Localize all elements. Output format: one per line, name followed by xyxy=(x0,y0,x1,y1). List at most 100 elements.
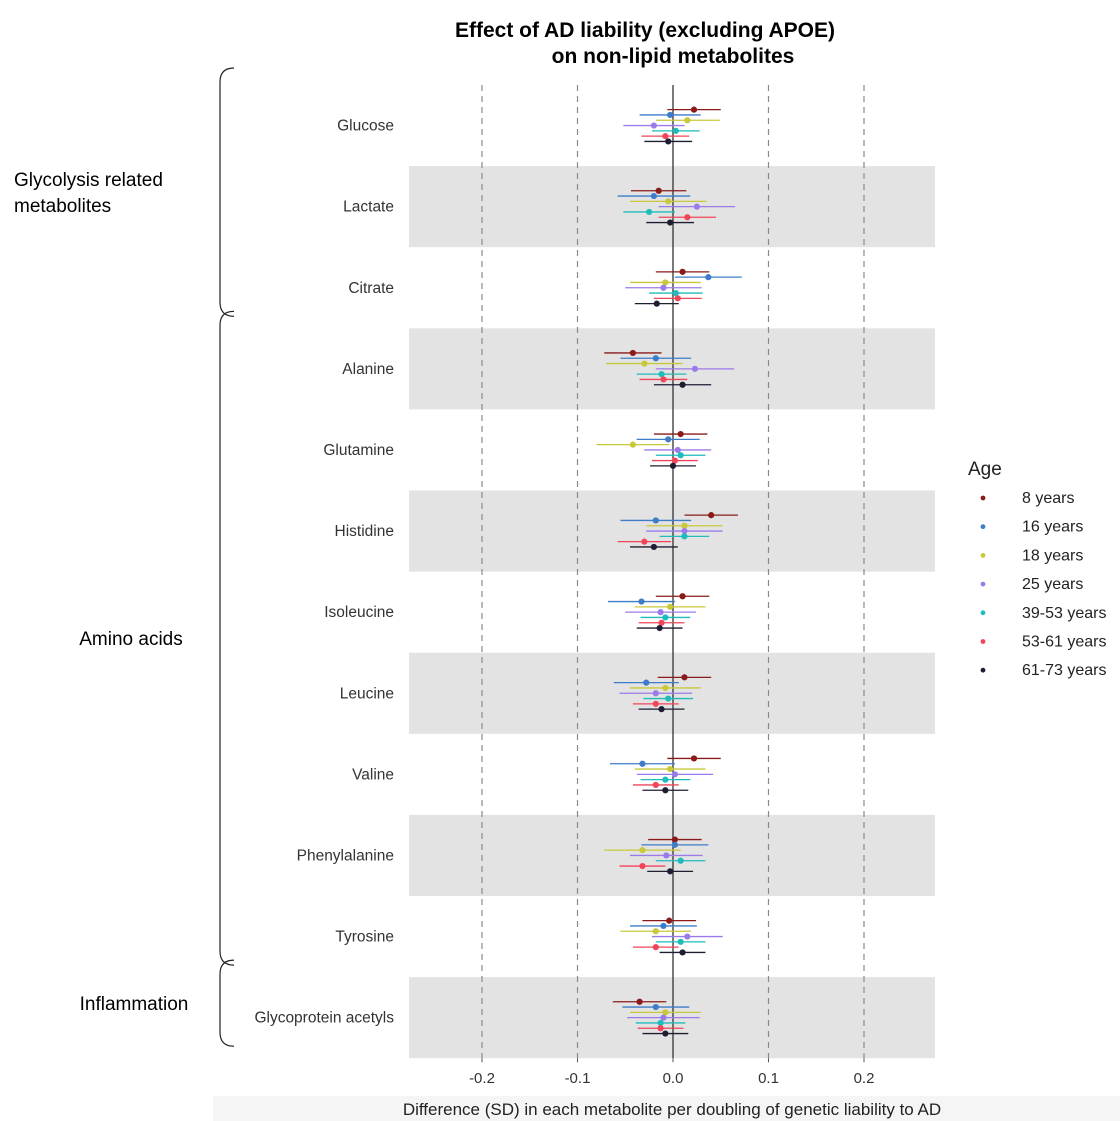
point-6-4 xyxy=(662,614,669,621)
chart-title-line-2: on non-lipid metabolites xyxy=(552,45,795,68)
point-7-4 xyxy=(665,695,672,702)
estimate-marks xyxy=(596,106,742,1037)
legend-label-2: 18 years xyxy=(1022,547,1083,564)
legend-label-0: 8 years xyxy=(1022,490,1074,507)
point-4-3 xyxy=(674,446,681,454)
point-1-3 xyxy=(693,203,700,210)
metabolite-labels: Glucose Lactate Citrate Alanine Glutamine His… xyxy=(254,118,394,1027)
point-7-0 xyxy=(681,674,688,681)
point-8-4 xyxy=(662,776,669,783)
legend-key-2 xyxy=(980,553,986,558)
group-label-0-1: metabolites xyxy=(14,196,111,217)
point-4-2 xyxy=(629,441,636,448)
x-tick-label-1: -0.1 xyxy=(565,1070,591,1087)
age-legend: Age 8 years 16 years 18 years 25 years 39-53 … xyxy=(968,459,1107,679)
legend-key-6 xyxy=(980,667,986,673)
point-5-2 xyxy=(681,522,688,529)
group-label-2-0: Inflammation xyxy=(80,994,189,1015)
point-1-5 xyxy=(684,214,691,221)
legend-label-5: 53-61 years xyxy=(1022,634,1107,651)
metabolite-label-5: Histidine xyxy=(335,523,394,540)
point-11-3 xyxy=(660,1014,667,1021)
point-1-0 xyxy=(655,187,662,194)
point-9-4 xyxy=(677,857,684,864)
metabolite-label-2: Citrate xyxy=(348,280,394,297)
point-5-6 xyxy=(650,543,658,551)
point-1-4 xyxy=(646,208,653,216)
point-7-2 xyxy=(662,684,669,692)
point-10-0 xyxy=(666,917,673,924)
legend-label-1: 16 years xyxy=(1022,519,1083,536)
point-3-4 xyxy=(658,371,665,378)
group-brackets: Glycolysis related metabolites Amino acids… xyxy=(14,67,235,1047)
point-1-2 xyxy=(665,198,672,205)
point-11-5 xyxy=(657,1025,664,1032)
point-5-3 xyxy=(681,527,688,535)
point-8-5 xyxy=(652,781,659,789)
point-5-4 xyxy=(681,533,688,540)
point-4-6 xyxy=(669,462,677,469)
legend-label-4: 39-53 years xyxy=(1022,605,1107,622)
point-4-5 xyxy=(671,457,679,464)
legend-label-6: 61-73 years xyxy=(1022,662,1107,679)
x-axis-ticks: -0.2 -0.1 0.0 0.1 0.2 xyxy=(469,1058,874,1087)
point-1-6 xyxy=(667,219,674,226)
point-11-4 xyxy=(657,1019,664,1027)
group-bracket-2 xyxy=(219,959,235,1047)
x-tick-label-4: 0.2 xyxy=(854,1070,875,1087)
point-11-1 xyxy=(652,1003,659,1011)
point-2-1 xyxy=(705,274,712,281)
point-0-3 xyxy=(650,122,658,129)
x-axis-label-strip xyxy=(213,1096,1120,1121)
point-10-6 xyxy=(679,949,686,956)
point-9-0 xyxy=(671,836,679,843)
point-3-1 xyxy=(652,355,659,362)
legend-key-4 xyxy=(980,610,986,616)
point-0-1 xyxy=(667,111,674,119)
point-0-6 xyxy=(665,138,672,145)
metabolite-label-10: Tyrosine xyxy=(335,929,394,946)
point-3-5 xyxy=(660,376,667,383)
legend-key-0 xyxy=(980,495,986,501)
point-1-1 xyxy=(650,192,658,200)
point-5-0 xyxy=(708,512,715,519)
x-axis-label: Difference (SD) in each metabolite per d… xyxy=(403,1100,941,1119)
point-6-5 xyxy=(658,619,665,626)
metabolite-label-9: Phenylalanine xyxy=(297,847,394,864)
vertical-grid-lines xyxy=(481,85,865,1059)
x-tick-label-3: 0.1 xyxy=(758,1070,779,1087)
group-label-1-0: Amino acids xyxy=(79,629,183,650)
legend-key-3 xyxy=(980,581,986,587)
group-bracket-1 xyxy=(219,310,235,966)
point-9-2 xyxy=(639,847,646,854)
point-0-4 xyxy=(672,127,679,134)
metabolite-label-1: Lactate xyxy=(343,199,394,216)
point-3-3 xyxy=(691,365,699,372)
point-4-0 xyxy=(677,430,684,438)
point-9-1 xyxy=(671,841,679,848)
metabolite-label-0: Glucose xyxy=(337,118,394,135)
point-9-5 xyxy=(639,862,646,870)
point-5-1 xyxy=(652,517,659,524)
group-label-0-0: Glycolysis related xyxy=(14,170,163,191)
metabolite-label-8: Valine xyxy=(352,766,394,783)
point-9-6 xyxy=(667,868,674,875)
point-8-2 xyxy=(667,765,674,773)
legend-key-1 xyxy=(980,524,986,530)
point-10-4 xyxy=(677,938,684,945)
point-2-3 xyxy=(660,284,667,291)
metabolite-label-6: Isoleucine xyxy=(324,604,394,621)
point-10-1 xyxy=(660,922,667,930)
point-7-6 xyxy=(658,706,665,713)
point-6-1 xyxy=(638,598,645,605)
point-6-3 xyxy=(657,609,664,616)
point-6-0 xyxy=(679,593,686,600)
point-10-3 xyxy=(684,933,691,940)
legend-label-3: 25 years xyxy=(1022,576,1083,593)
point-4-4 xyxy=(677,452,684,459)
metabolite-label-7: Leucine xyxy=(340,685,394,702)
point-7-1 xyxy=(643,679,650,686)
point-3-2 xyxy=(641,360,648,367)
point-5-5 xyxy=(641,538,648,545)
